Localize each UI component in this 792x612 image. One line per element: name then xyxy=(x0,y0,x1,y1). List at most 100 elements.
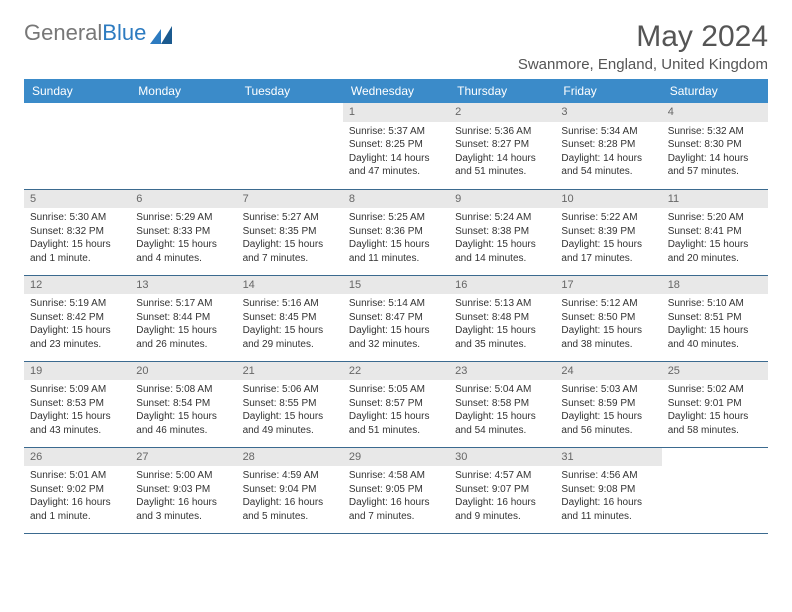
daylight-text: Daylight: 16 hours and 11 minutes. xyxy=(561,496,655,523)
day-number: 28 xyxy=(237,448,343,467)
day-number: 26 xyxy=(24,448,130,467)
sunset-text: Sunset: 8:27 PM xyxy=(455,138,549,152)
calendar-cell: 20 Sunrise: 5:08 AMSunset: 8:54 PMDayligh… xyxy=(130,361,236,447)
calendar-cell: 24Sunrise: 5:03 AMSunset: 8:59 PMDayligh… xyxy=(555,361,661,447)
day-number: 5 xyxy=(24,190,130,209)
calendar-page: GeneralBlue May 2024 Swanmore, England, … xyxy=(0,0,792,554)
sunset-text: Sunset: 8:28 PM xyxy=(561,138,655,152)
sunrise-text: Sunrise: 5:32 AM xyxy=(668,125,762,139)
sunset-text: Sunset: 9:01 PM xyxy=(668,397,762,411)
sunset-text: Sunset: 8:48 PM xyxy=(455,311,549,325)
day-number: 23 xyxy=(449,362,555,381)
sunrise-text: Sunrise: 4:58 AM xyxy=(349,469,443,483)
sunrise-text: Sunrise: 5:14 AM xyxy=(349,297,443,311)
daylight-text: Daylight: 14 hours and 54 minutes. xyxy=(561,152,655,179)
sunrise-text: Sunrise: 5:24 AM xyxy=(455,211,549,225)
calendar-cell: 13Sunrise: 5:17 AMSunset: 8:44 PMDayligh… xyxy=(130,275,236,361)
daylight-text: Daylight: 16 hours and 5 minutes. xyxy=(243,496,337,523)
sunset-text: Sunset: 9:05 PM xyxy=(349,483,443,497)
day-number: 24 xyxy=(555,362,661,381)
sunset-text: Sunset: 8:32 PM xyxy=(30,225,124,239)
day-number: 13 xyxy=(130,276,236,295)
weekday-sunday: Sunday xyxy=(24,79,130,103)
sunrise-text: Sunrise: 5:03 AM xyxy=(561,383,655,397)
sunrise-text: Sunrise: 5:37 AM xyxy=(349,125,443,139)
daylight-text: Daylight: 15 hours and 32 minutes. xyxy=(349,324,443,351)
sunrise-text: Sunrise: 5:08 AM xyxy=(136,383,230,397)
sunset-text: Sunset: 8:59 PM xyxy=(561,397,655,411)
calendar-cell: 15Sunrise: 5:14 AMSunset: 8:47 PMDayligh… xyxy=(343,275,449,361)
day-number: 29 xyxy=(343,448,449,467)
sunrise-text: Sunrise: 4:59 AM xyxy=(243,469,337,483)
weekday-thursday: Thursday xyxy=(449,79,555,103)
sunrise-text: Sunrise: 5:13 AM xyxy=(455,297,549,311)
daylight-text: Daylight: 14 hours and 47 minutes. xyxy=(349,152,443,179)
sunrise-text: Sunrise: 5:27 AM xyxy=(243,211,337,225)
sunset-text: Sunset: 8:55 PM xyxy=(243,397,337,411)
sunrise-text: Sunrise: 5:02 AM xyxy=(668,383,762,397)
sunset-text: Sunset: 9:02 PM xyxy=(30,483,124,497)
daylight-text: Daylight: 15 hours and 4 minutes. xyxy=(136,238,230,265)
calendar-row: 12Sunrise: 5:19 AMSunset: 8:42 PMDayligh… xyxy=(24,275,768,361)
day-number: 10 xyxy=(555,190,661,209)
calendar-cell: 19Sunrise: 5:09 AMSunset: 8:53 PMDayligh… xyxy=(24,361,130,447)
sunset-text: Sunset: 8:38 PM xyxy=(455,225,549,239)
sunrise-text: Sunrise: 5:06 AM xyxy=(243,383,337,397)
calendar-cell: 30Sunrise: 4:57 AMSunset: 9:07 PMDayligh… xyxy=(449,447,555,533)
sunset-text: Sunset: 8:33 PM xyxy=(136,225,230,239)
weekday-monday: Monday xyxy=(130,79,236,103)
sunrise-text: Sunrise: 5:17 AM xyxy=(136,297,230,311)
day-number: 12 xyxy=(24,276,130,295)
calendar-cell: 4Sunrise: 5:32 AMSunset: 8:30 PMDaylight… xyxy=(662,103,768,189)
sunrise-text: Sunrise: 4:56 AM xyxy=(561,469,655,483)
day-number: 11 xyxy=(662,190,768,209)
daylight-text: Daylight: 15 hours and 26 minutes. xyxy=(136,324,230,351)
daylight-text: Daylight: 16 hours and 9 minutes. xyxy=(455,496,549,523)
sunrise-text: Sunrise: 4:57 AM xyxy=(455,469,549,483)
sunset-text: Sunset: 8:57 PM xyxy=(349,397,443,411)
day-number: 9 xyxy=(449,190,555,209)
calendar-cell: 6Sunrise: 5:29 AMSunset: 8:33 PMDaylight… xyxy=(130,189,236,275)
logo-text-blue: Blue xyxy=(102,20,146,46)
day-number: 2 xyxy=(449,103,555,122)
calendar-cell: 28Sunrise: 4:59 AMSunset: 9:04 PMDayligh… xyxy=(237,447,343,533)
day-number: 8 xyxy=(343,190,449,209)
calendar-cell: 7Sunrise: 5:27 AMSunset: 8:35 PMDaylight… xyxy=(237,189,343,275)
sunrise-text: Sunrise: 5:30 AM xyxy=(30,211,124,225)
logo-mark-icon xyxy=(150,24,176,42)
calendar-cell: 14Sunrise: 5:16 AMSunset: 8:45 PMDayligh… xyxy=(237,275,343,361)
day-number: 20 xyxy=(130,362,236,381)
sunset-text: Sunset: 9:03 PM xyxy=(136,483,230,497)
sunset-text: Sunset: 9:08 PM xyxy=(561,483,655,497)
day-number: 17 xyxy=(555,276,661,295)
sunset-text: Sunset: 8:58 PM xyxy=(455,397,549,411)
day-number: 6 xyxy=(130,190,236,209)
sunset-text: Sunset: 8:47 PM xyxy=(349,311,443,325)
sunrise-text: Sunrise: 5:10 AM xyxy=(668,297,762,311)
weekday-wednesday: Wednesday xyxy=(343,79,449,103)
day-number: 16 xyxy=(449,276,555,295)
calendar-row: 19Sunrise: 5:09 AMSunset: 8:53 PMDayligh… xyxy=(24,361,768,447)
daylight-text: Daylight: 15 hours and 46 minutes. xyxy=(136,410,230,437)
calendar-row: 5 Sunrise: 5:30 AMSunset: 8:32 PM Daylight… xyxy=(24,189,768,275)
daylight-text: Daylight: 15 hours and 54 minutes. xyxy=(455,410,549,437)
calendar-cell: 12Sunrise: 5:19 AMSunset: 8:42 PMDayligh… xyxy=(24,275,130,361)
sunrise-text: Sunrise: 5:19 AM xyxy=(30,297,124,311)
calendar-cell: 22Sunrise: 5:05 AMSunset: 8:57 PMDayligh… xyxy=(343,361,449,447)
calendar-cell: 26Sunrise: 5:01 AMSunset: 9:02 PMDayligh… xyxy=(24,447,130,533)
day-number: 25 xyxy=(662,362,768,381)
sunset-text: Sunset: 8:51 PM xyxy=(668,311,762,325)
sunset-text: Sunset: 8:41 PM xyxy=(668,225,762,239)
daylight-text: Daylight: 15 hours and 51 minutes. xyxy=(349,410,443,437)
daylight-text: Daylight: 14 hours and 51 minutes. xyxy=(455,152,549,179)
day-number: 31 xyxy=(555,448,661,467)
daylight-text: Daylight: 16 hours and 1 minute. xyxy=(30,496,124,523)
calendar-cell: 3Sunrise: 5:34 AMSunset: 8:28 PMDaylight… xyxy=(555,103,661,189)
location: Swanmore, England, United Kingdom xyxy=(518,56,768,73)
sunrise-text: Sunrise: 5:22 AM xyxy=(561,211,655,225)
calendar-cell: 1Sunrise: 5:37 AMSunset: 8:25 PMDaylight… xyxy=(343,103,449,189)
daylight-text: Daylight: 15 hours and 43 minutes. xyxy=(30,410,124,437)
sunset-text: Sunset: 8:54 PM xyxy=(136,397,230,411)
sunset-text: Sunset: 8:36 PM xyxy=(349,225,443,239)
month-title: May 2024 xyxy=(518,20,768,54)
